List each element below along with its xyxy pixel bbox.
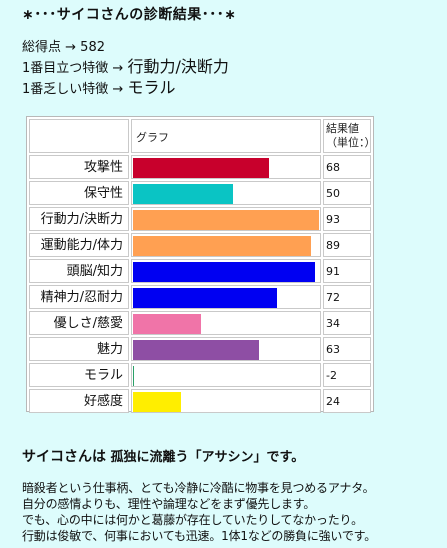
bar (133, 314, 201, 334)
description-line: 行動は俊敏で、何事においても迅速。1体1などの勝負に強いです。 (22, 529, 377, 543)
category-label: 好感度 (29, 389, 129, 413)
bar (133, 288, 277, 308)
category-label: 運動能力/体力 (29, 233, 129, 257)
header-blank-cell (29, 119, 129, 153)
page-title: ∗･･･サイコさんの診断結果･･･∗ (22, 7, 237, 23)
value-label: -2 (323, 363, 371, 387)
top-trait-label: 1番目立つ特徴 → (22, 61, 128, 76)
graph-cell (131, 181, 321, 205)
result-type: 孤独に流離う「アサシン」です。 (106, 450, 305, 465)
value-label: 50 (323, 181, 371, 205)
description-line: 自分の感情よりも、理性や論理などをまず優先します。 (22, 497, 316, 511)
low-trait-row: 1番乏しい特徴 → モラル (22, 78, 229, 99)
top-trait-row: 1番目立つ特徴 → 行動力/決断力 (22, 57, 229, 78)
result-table: グラフ 結果値 （単位：） 攻撃性 68 保守性 50 行動力/決断力 93 運動能力/体力… (26, 116, 376, 413)
graph-header: グラフ (131, 119, 321, 153)
value-label: 34 (323, 311, 371, 335)
category-label: 攻撃性 (29, 155, 129, 179)
category-label: 保守性 (29, 181, 129, 205)
graph-cell (131, 259, 321, 283)
graph-cell (131, 389, 321, 413)
category-label: 行動力/決断力 (29, 207, 129, 231)
top-trait-value: 行動力/決断力 (127, 57, 229, 76)
category-label: 優しさ/慈愛 (29, 311, 129, 335)
bar (133, 392, 181, 412)
graph-cell (131, 207, 321, 231)
bar (133, 210, 319, 230)
total-score-value: 582 (80, 40, 105, 55)
score-summary: 総得点 → 582 1番目立つ特徴 → 行動力/決断力 1番乏しい特徴 → モラ… (22, 38, 229, 99)
value-header-unit: （単位：） (326, 136, 376, 149)
category-label: 精神力/忍耐力 (29, 285, 129, 309)
description-line: 暗殺者という仕事柄、とても冷静に冷酷に物事を見つめるアナタ。 (22, 481, 375, 495)
value-label: 91 (323, 259, 371, 283)
result-description: 暗殺者という仕事柄、とても冷静に冷酷に物事を見つめるアナタ。 自分の感情よりも、理… (22, 480, 376, 544)
value-label: 93 (323, 207, 371, 231)
graph-cell (131, 311, 321, 335)
value-header: 結果値 （単位：） (323, 119, 376, 153)
bar (133, 158, 269, 178)
result-heading: サイコさんは 孤独に流離う「アサシン」です。 (22, 446, 304, 466)
bar (133, 366, 134, 386)
value-label: 72 (323, 285, 371, 309)
graph-cell (131, 363, 321, 387)
value-header-label: 結果値 (326, 122, 359, 135)
graph-cell (131, 285, 321, 309)
total-score-label: 総得点 → (22, 40, 81, 55)
total-score-row: 総得点 → 582 (22, 38, 229, 57)
low-trait-label: 1番乏しい特徴 → (22, 82, 128, 97)
category-label: モラル (29, 363, 129, 387)
description-line: でも、心の中には何かと葛藤が存在していたりしてなかったり。 (22, 513, 363, 527)
value-label: 24 (323, 389, 371, 413)
bar (133, 340, 259, 360)
value-label: 68 (323, 155, 371, 179)
bar (133, 184, 233, 204)
low-trait-value: モラル (127, 78, 176, 97)
value-label: 63 (323, 337, 371, 361)
graph-cell (131, 233, 321, 257)
graph-cell (131, 337, 321, 361)
category-label: 頭脳/知力 (29, 259, 129, 283)
category-label: 魅力 (29, 337, 129, 361)
bar (133, 236, 311, 256)
result-name: サイコさんは (22, 449, 106, 465)
graph-cell (131, 155, 321, 179)
bar (133, 262, 315, 282)
value-label: 89 (323, 233, 371, 257)
